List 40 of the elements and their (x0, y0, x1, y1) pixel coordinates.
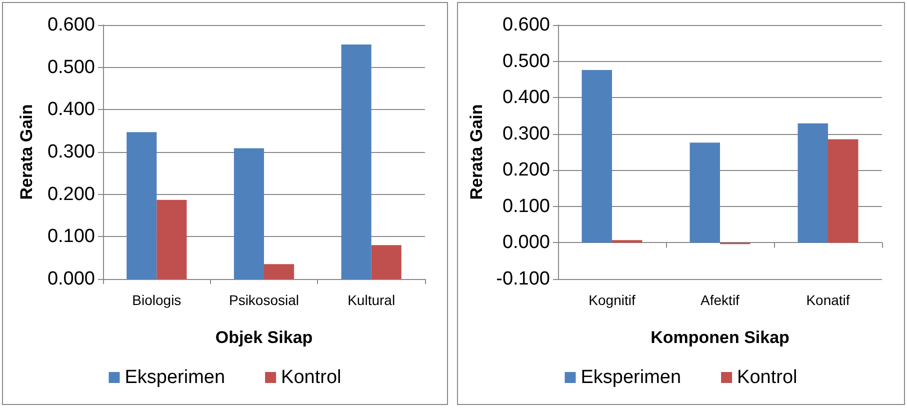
bar (234, 148, 264, 279)
legend-label: Kontrol (281, 367, 342, 388)
y-tick-label: 0.600 (502, 14, 550, 36)
y-tick-label: 0.100 (47, 226, 95, 248)
bar (612, 240, 642, 243)
legend-label: Kontrol (737, 367, 798, 388)
bar (156, 200, 187, 279)
y-tick-label: 0.300 (502, 123, 550, 144)
bar (341, 44, 372, 279)
x-tick-label: Afektif (700, 292, 740, 308)
legend-label: Eksperimen (124, 367, 226, 388)
y-tick-label: 0.200 (502, 160, 550, 181)
y-tick-label: 0.500 (47, 56, 95, 78)
y-tick-label: 0.600 (47, 14, 95, 36)
y-tick-label: 0.400 (502, 87, 550, 108)
bar (126, 132, 157, 279)
bar (371, 245, 402, 279)
y-axis-title: Rerata Gain (467, 104, 486, 200)
bar (690, 142, 720, 243)
y-tick-label: 0.400 (47, 99, 95, 120)
x-axis-title: Komponen Sikap (650, 328, 790, 347)
y-tick-label: 0.500 (502, 50, 550, 72)
x-tick-label: Konatif (806, 292, 850, 308)
y-tick-label: 0.200 (47, 184, 95, 205)
y-tick-label: 0.300 (47, 142, 95, 162)
bar (264, 264, 294, 279)
bar (828, 139, 858, 243)
x-tick-label: Psikososial (228, 292, 300, 308)
x-tick-label: Biologis (132, 292, 182, 308)
y-tick-label: 0.000 (502, 232, 550, 254)
legend-label: Eksperimen (580, 367, 682, 388)
bar (798, 123, 828, 243)
y-tick-label: -0.100 (496, 268, 550, 290)
y-tick-label: 0.000 (47, 268, 95, 290)
x-axis-title: Objek Sikap (215, 328, 313, 347)
x-tick-label: Kognitif (588, 292, 636, 308)
bar (582, 70, 612, 243)
y-tick-label: 0.100 (502, 196, 550, 217)
y-axis-title: Rerata Gain (17, 104, 36, 200)
x-tick-label: Kultural (348, 292, 396, 308)
